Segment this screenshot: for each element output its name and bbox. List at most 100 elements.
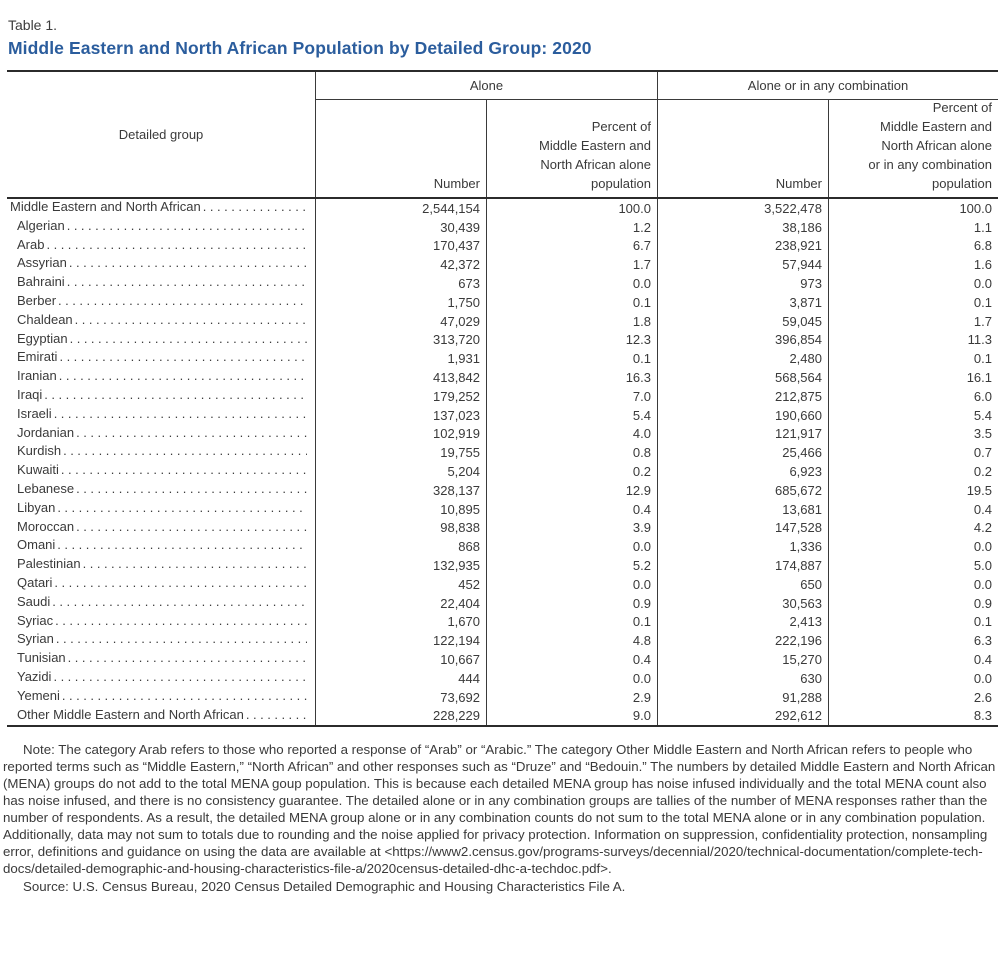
combo-percent-value: 0.0 [828, 274, 998, 293]
group-name: Iraqi [17, 386, 43, 402]
alone-percent-value: 0.0 [486, 574, 657, 594]
combo-number-value: 38,186 [657, 217, 828, 237]
page-title: Middle Eastern and North African Populat… [8, 38, 592, 58]
dot-leader [76, 519, 307, 534]
group-name-cell: Berber [7, 293, 315, 312]
alone-percent-value: 4.0 [486, 424, 657, 444]
combo-number-value: 1,336 [657, 537, 828, 557]
combo-percent-value: 19.5 [828, 480, 998, 500]
alone-percent-value: 9.0 [486, 706, 657, 726]
group-name: Middle Eastern and North African [10, 199, 201, 214]
combo-number-value: 25,466 [657, 443, 828, 463]
table-body: Middle Eastern and North African 2,544,15… [7, 199, 998, 728]
group-name-cell: Moroccan [7, 519, 315, 538]
combo-number-value: 222,196 [657, 631, 828, 651]
combo-percent-value: 16.1 [828, 368, 998, 387]
combo-percent-value: 0.9 [828, 593, 998, 613]
group-name: Other Middle Eastern and North African [17, 706, 244, 722]
group-name-cell: Libyan [7, 500, 315, 519]
combo-percent-value: 0.0 [828, 574, 998, 594]
combo-percent-value: 0.1 [828, 349, 998, 369]
dot-leader [59, 368, 307, 383]
alone-number-value: 102,919 [315, 424, 486, 444]
combo-number-value: 292,612 [657, 706, 828, 726]
group-name: Syrian [17, 631, 54, 647]
combo-percent-value: 0.0 [828, 668, 998, 688]
group-name: Kuwaiti [17, 462, 59, 478]
alone-percent-value: 5.4 [486, 405, 657, 425]
alone-number-value: 10,895 [315, 499, 486, 519]
alone-percent-value: 0.0 [486, 537, 657, 557]
alone-percent-value: 0.2 [486, 462, 657, 481]
group-name-cell: Syrian [7, 631, 315, 650]
alone-percent-value: 1.7 [486, 255, 657, 275]
dot-leader [203, 199, 307, 214]
combo-percent-value: 1.1 [828, 217, 998, 237]
combo-number-value: 3,871 [657, 292, 828, 312]
group-name: Omani [17, 537, 56, 553]
alone-percent-value: 0.1 [486, 349, 657, 369]
dot-leader [76, 425, 307, 440]
alone-percent-value: 0.0 [486, 274, 657, 293]
combo-percent-value: 0.0 [828, 537, 998, 557]
combo-number-value: 15,270 [657, 650, 828, 669]
combo-percent-value: 100.0 [828, 199, 998, 218]
group-name-cell: Iraqi [7, 387, 315, 406]
combo-percent-value: 0.7 [828, 443, 998, 463]
alone-percent-value: 0.0 [486, 668, 657, 688]
group-name: Qatari [17, 574, 53, 590]
combo-number-value: 630 [657, 668, 828, 688]
source-note: Source: U.S. Census Bureau, 2020 Census … [23, 879, 626, 895]
dot-leader [75, 312, 307, 327]
group-name-cell: Saudi [7, 594, 315, 613]
alone-number-value: 2,544,154 [315, 199, 486, 218]
group-name-cell: Chaldean [7, 312, 315, 331]
combo-percent-value: 5.4 [828, 405, 998, 425]
group-name-cell: Other Middle Eastern and North African [7, 707, 315, 726]
alone-percent-value: 16.3 [486, 368, 657, 387]
col-header-alone-percent: Percent of Middle Eastern and North Afri… [486, 100, 657, 197]
population-table: Detailed group Alone Alone or in any com… [7, 70, 998, 728]
dot-leader [61, 462, 307, 477]
group-name-cell: Kurdish [7, 443, 315, 462]
col-header-alone-number: Number [315, 100, 486, 197]
col-header-detailed-group: Detailed group [118, 127, 204, 142]
combo-number-value: 212,875 [657, 386, 828, 406]
group-name-cell: Omani [7, 537, 315, 556]
combo-number-value: 13,681 [657, 499, 828, 519]
alone-percent-value: 100.0 [486, 199, 657, 218]
dot-leader [76, 481, 307, 496]
group-name: Iranian [17, 368, 57, 384]
dot-leader [54, 575, 307, 590]
group-name: Lebanese [17, 480, 75, 496]
group-name-cell: Iranian [7, 368, 315, 387]
alone-number-value: 19,755 [315, 443, 486, 463]
group-name: Syriac [17, 612, 54, 628]
dot-leader [44, 387, 307, 402]
dot-leader [67, 218, 307, 233]
group-name-cell: Tunisian [7, 650, 315, 669]
combo-percent-value: 6.0 [828, 386, 998, 406]
dot-leader [70, 331, 307, 346]
alone-number-value: 413,842 [315, 368, 486, 387]
table-number-label: Table 1. [8, 17, 58, 33]
combo-percent-value: 1.7 [828, 311, 998, 331]
combo-percent-value: 2.6 [828, 687, 998, 707]
group-name: Palestinian [17, 556, 81, 572]
alone-percent-value: 0.8 [486, 443, 657, 463]
alone-number-value: 22,404 [315, 593, 486, 613]
group-name: Berber [17, 292, 57, 308]
group-name: Emirati [17, 349, 58, 365]
alone-number-value: 73,692 [315, 687, 486, 707]
group-name: Kurdish [17, 443, 62, 459]
combo-percent-value: 0.2 [828, 462, 998, 481]
dot-leader [52, 594, 307, 609]
